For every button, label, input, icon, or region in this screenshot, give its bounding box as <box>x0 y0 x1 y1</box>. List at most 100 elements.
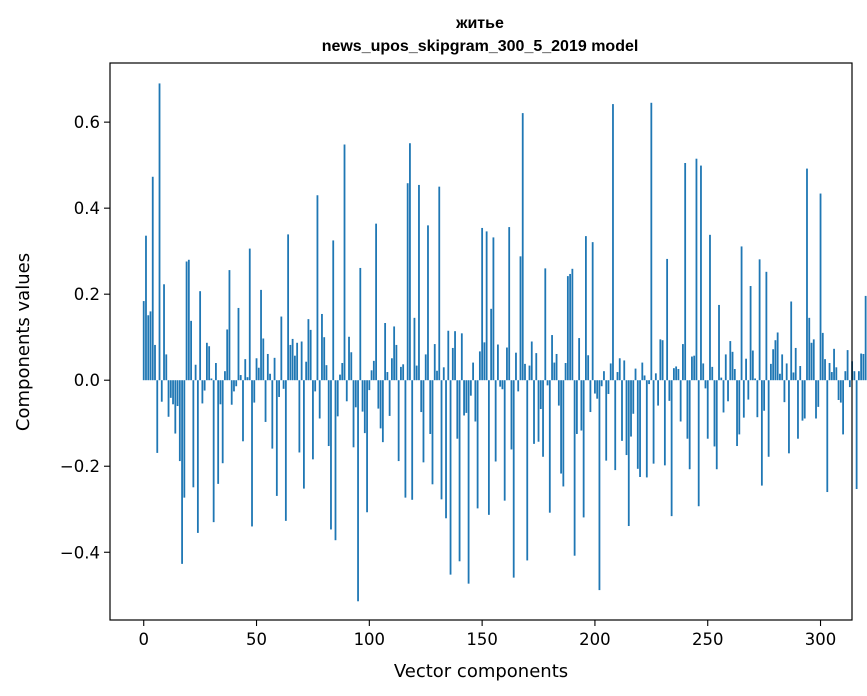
bar <box>537 380 540 442</box>
bar <box>291 338 294 381</box>
x-tick-label: 150 <box>466 630 498 649</box>
bar <box>609 363 612 381</box>
bar <box>187 259 190 381</box>
bar <box>357 380 359 602</box>
bar <box>325 365 328 381</box>
bar <box>833 348 835 381</box>
bar <box>334 380 337 541</box>
bar <box>463 380 465 416</box>
bar <box>316 195 319 381</box>
bar <box>668 380 671 401</box>
bar <box>273 357 276 381</box>
bar <box>237 307 240 381</box>
bar <box>352 380 355 448</box>
bar <box>409 143 411 381</box>
bar <box>848 380 851 388</box>
bar <box>855 380 858 490</box>
bar <box>275 380 278 496</box>
bar <box>661 340 664 381</box>
bar <box>361 380 364 412</box>
bar <box>623 360 626 381</box>
bar <box>386 372 389 381</box>
bar <box>627 380 630 527</box>
bar <box>145 235 147 381</box>
bar <box>490 308 493 381</box>
bar <box>390 358 393 381</box>
bar <box>377 380 380 409</box>
bar <box>167 380 170 417</box>
bar <box>614 380 617 471</box>
bar <box>420 380 423 413</box>
bar <box>215 363 217 381</box>
bar <box>517 380 520 392</box>
bar <box>555 353 558 381</box>
bar <box>147 315 150 381</box>
bar <box>693 355 696 381</box>
bar <box>769 363 772 381</box>
bar <box>607 380 610 394</box>
bar <box>709 234 711 381</box>
bar <box>449 380 452 575</box>
bar <box>158 83 161 381</box>
bar <box>381 380 384 443</box>
bar <box>332 240 335 381</box>
bar <box>575 380 578 434</box>
bar <box>524 363 526 381</box>
bar <box>163 284 165 381</box>
bar <box>794 347 797 381</box>
bar <box>433 344 436 381</box>
bar <box>492 237 495 381</box>
bar <box>154 344 156 381</box>
bar <box>183 380 186 498</box>
bar <box>542 380 544 457</box>
bar <box>499 380 502 387</box>
bar <box>571 268 574 381</box>
bar <box>824 359 826 381</box>
bar <box>208 346 211 381</box>
bar <box>424 354 427 381</box>
bar <box>826 380 829 493</box>
bar <box>395 344 398 381</box>
bar <box>341 363 344 381</box>
bar <box>704 380 707 389</box>
bar <box>675 366 678 381</box>
bar <box>233 380 235 392</box>
y-tick-label: 0.4 <box>74 199 100 218</box>
bar <box>860 353 863 381</box>
bar <box>321 313 323 381</box>
bar <box>226 329 229 381</box>
bar <box>212 380 215 523</box>
bar <box>582 380 585 518</box>
bar <box>844 371 847 381</box>
bar <box>442 367 445 381</box>
bar <box>307 319 310 381</box>
y-tick-label: 0.0 <box>74 371 100 390</box>
bar <box>278 380 280 397</box>
bar <box>253 380 256 403</box>
bar <box>815 380 817 419</box>
bar <box>564 363 567 381</box>
chart-title-line2: news_upos_skipgram_300_5_2019 model <box>322 38 639 55</box>
bar <box>711 366 714 381</box>
bar <box>287 234 290 381</box>
bar <box>230 380 233 405</box>
bar <box>384 323 387 381</box>
x-tick-label: 250 <box>692 630 724 649</box>
bar <box>812 339 815 381</box>
bar <box>429 380 432 434</box>
bar <box>196 380 199 533</box>
bar <box>194 364 197 381</box>
bar <box>368 380 371 391</box>
bar <box>799 366 802 381</box>
bar <box>418 184 420 381</box>
bar <box>235 380 238 387</box>
bar <box>857 371 860 381</box>
bar <box>314 380 317 392</box>
bar <box>754 378 756 381</box>
bar <box>165 354 168 381</box>
bar <box>736 380 738 447</box>
bar <box>569 273 572 381</box>
bar <box>792 372 795 381</box>
